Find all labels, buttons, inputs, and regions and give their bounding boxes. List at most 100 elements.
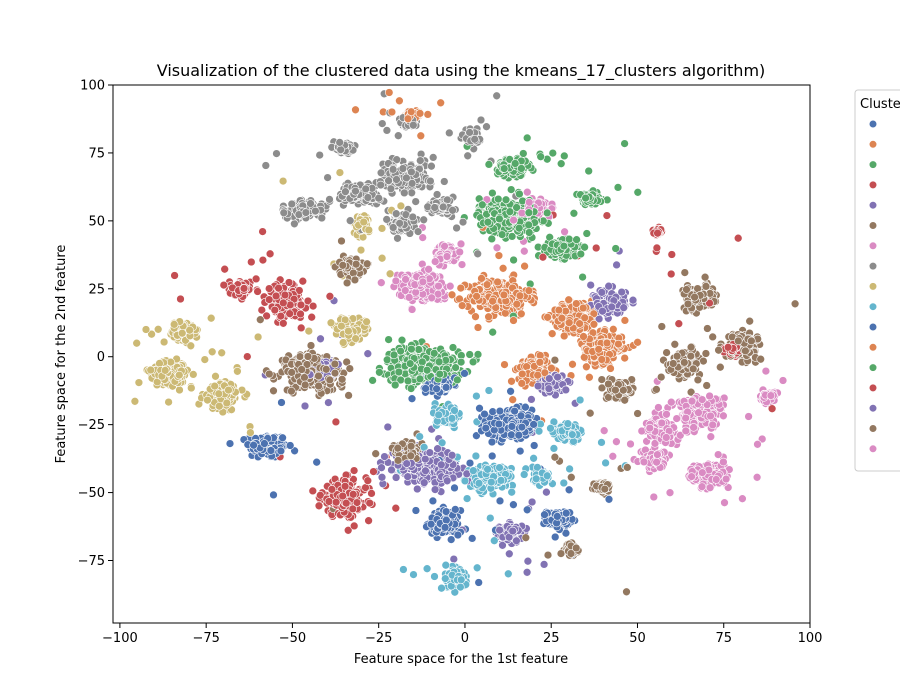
scatter-point	[560, 151, 569, 161]
scatter-point	[620, 353, 629, 363]
scatter-point	[258, 255, 268, 265]
scatter-point	[744, 412, 753, 421]
scatter-point	[649, 492, 659, 502]
scatter-point	[657, 322, 667, 331]
scatter-point	[377, 224, 387, 233]
scatter-point	[430, 572, 439, 581]
scatter-point	[365, 498, 374, 508]
scatter-point	[411, 197, 420, 206]
scatter-point	[450, 483, 459, 493]
scatter-point	[568, 360, 577, 369]
scatter-point	[778, 376, 788, 385]
scatter-point	[556, 159, 566, 168]
scatter-point	[290, 219, 299, 229]
scatter-point	[356, 245, 366, 255]
scatter-point	[349, 466, 359, 475]
scatter-point	[472, 391, 481, 401]
scatter-point	[159, 337, 169, 347]
scatter-point	[492, 91, 501, 101]
scatter-point	[569, 209, 579, 218]
scatter-point	[317, 213, 327, 223]
scatter-point	[430, 485, 440, 494]
scatter-point	[467, 534, 477, 543]
scatter-point	[757, 434, 767, 444]
chart-title: Visualization of the clustered data usin…	[157, 61, 766, 81]
scatter-point	[220, 264, 229, 274]
scatter-point	[713, 450, 723, 459]
scatter-point	[312, 457, 321, 467]
scatter-point	[733, 233, 743, 243]
scatter-point	[608, 452, 618, 461]
scatter-point	[507, 487, 516, 497]
scatter-point	[471, 312, 480, 321]
scatter-point	[463, 151, 472, 161]
scatter-point	[375, 368, 384, 377]
scatter-point	[315, 150, 324, 160]
scatter-point	[738, 494, 747, 503]
scatter-point	[371, 449, 380, 458]
scatter-point	[507, 377, 516, 386]
scatter-point	[269, 386, 278, 396]
scatter-point	[790, 299, 800, 309]
scatter-point	[585, 373, 594, 382]
scatter-point	[382, 126, 392, 135]
scatter-point	[488, 327, 497, 337]
scatter-point	[257, 305, 267, 315]
scatter-point	[543, 550, 553, 560]
scatter-point	[307, 312, 316, 322]
scatter-point	[200, 355, 210, 364]
scatter-point	[601, 458, 610, 468]
scatter-point	[378, 119, 387, 128]
scatter-point	[565, 464, 574, 474]
scatter-point	[720, 498, 729, 507]
scatter-point	[487, 451, 497, 461]
scatter-point	[585, 408, 595, 418]
scatter-point	[363, 349, 373, 358]
scatter-point	[437, 583, 446, 593]
scatter-point	[612, 437, 621, 446]
scatter-point	[612, 260, 621, 270]
scatter-point	[367, 489, 376, 498]
scatter-point	[626, 439, 635, 449]
scatter-point	[548, 148, 558, 158]
scatter-point	[308, 486, 318, 496]
scatter-point	[211, 372, 220, 381]
scatter-point	[377, 253, 387, 263]
scatter-point	[298, 276, 308, 286]
scatter-point	[529, 441, 539, 450]
scatter-point	[326, 318, 336, 328]
scatter-point	[422, 564, 432, 573]
scatter-point	[258, 227, 267, 236]
scatter-point	[505, 549, 514, 559]
scatter-point	[674, 319, 684, 328]
scatter-point	[134, 378, 144, 387]
scatter-point	[599, 426, 609, 435]
scatter-point	[428, 153, 438, 162]
scatter-point	[449, 554, 459, 564]
scatter-point	[652, 385, 661, 394]
scatter-point	[391, 503, 401, 513]
scatter-point	[170, 271, 179, 280]
scatter-point	[620, 139, 629, 148]
scatter-point	[520, 246, 529, 256]
scatter-point	[613, 183, 623, 192]
scatter-point	[498, 264, 508, 273]
scatter-point	[504, 569, 513, 579]
scatter-point	[523, 556, 533, 566]
scatter-point	[539, 560, 549, 569]
scatter-point	[475, 404, 484, 413]
scatter-point	[633, 188, 643, 197]
scatter-point	[423, 110, 433, 119]
scatter-point	[567, 473, 576, 482]
scatter-point	[265, 249, 275, 259]
scatter-point	[745, 316, 754, 326]
scatter-point	[141, 325, 151, 334]
scatter-point	[564, 485, 574, 495]
scatter-point	[277, 398, 286, 407]
scatter-point	[473, 323, 483, 332]
scatter-point	[520, 261, 529, 271]
scatter-point	[462, 494, 472, 503]
scatter-point	[667, 250, 677, 259]
scatter-point	[130, 397, 140, 406]
